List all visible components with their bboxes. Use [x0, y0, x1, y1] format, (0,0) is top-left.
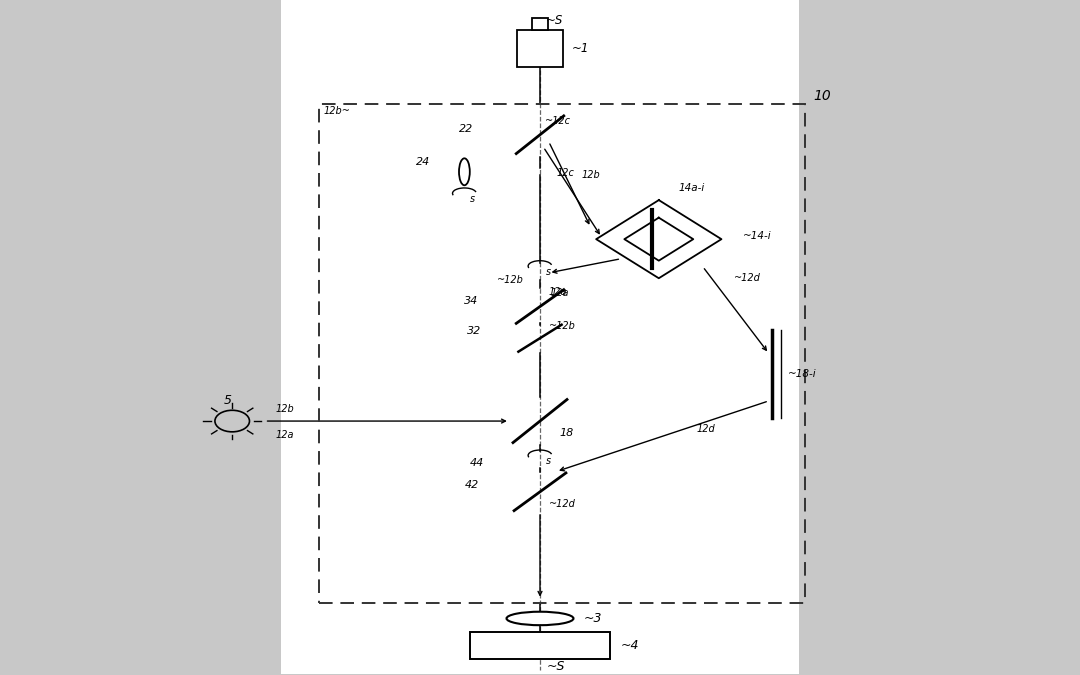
Text: 12c: 12c	[556, 169, 575, 178]
Bar	[319, 105, 805, 603]
Text: 10: 10	[813, 89, 831, 103]
Text: ~3: ~3	[583, 612, 602, 625]
Text: ~12b: ~12b	[549, 321, 576, 331]
Text: 42: 42	[464, 480, 478, 490]
Bar	[517, 30, 563, 68]
Text: ~4: ~4	[621, 639, 639, 652]
Text: 18: 18	[559, 428, 573, 438]
Text: ~18-i: ~18-i	[788, 369, 818, 379]
Text: s: s	[470, 194, 475, 204]
Text: ~S: ~S	[546, 660, 565, 674]
Text: 14a-i: 14a-i	[678, 183, 704, 193]
Text: ~12c: ~12c	[545, 116, 571, 126]
Text: 12a: 12a	[275, 429, 294, 439]
Bar	[532, 18, 548, 30]
Text: 24: 24	[416, 157, 430, 167]
Text: ~14-i: ~14-i	[743, 231, 772, 241]
Text: 44: 44	[470, 458, 484, 468]
Bar	[281, 0, 799, 674]
Text: ~1: ~1	[571, 43, 589, 55]
Text: 32: 32	[467, 327, 481, 336]
Text: s: s	[545, 456, 551, 466]
Text: ~12d: ~12d	[549, 499, 576, 509]
Text: 12b: 12b	[581, 170, 599, 180]
Text: 22: 22	[459, 124, 473, 134]
Text: 12b: 12b	[275, 404, 294, 414]
Text: 12a: 12a	[551, 288, 569, 298]
Text: 34: 34	[464, 296, 478, 306]
Text: ~S: ~S	[545, 14, 563, 27]
Text: 12b~: 12b~	[324, 106, 351, 116]
Text: ~12d: ~12d	[734, 273, 761, 284]
Text: 12a: 12a	[549, 287, 567, 297]
Text: ~12b: ~12b	[497, 275, 524, 286]
Text: 12d: 12d	[697, 425, 715, 435]
Ellipse shape	[508, 612, 572, 624]
Text: 5: 5	[224, 394, 231, 407]
Text: s: s	[545, 267, 551, 277]
Bar	[470, 632, 610, 659]
